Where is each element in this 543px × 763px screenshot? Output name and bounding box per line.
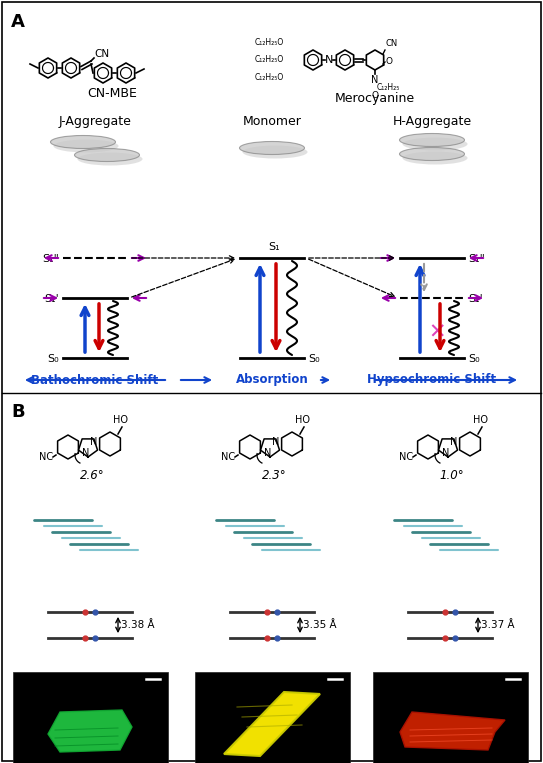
Text: A: A bbox=[11, 13, 25, 31]
Ellipse shape bbox=[50, 136, 116, 149]
Text: 2.3°: 2.3° bbox=[262, 469, 286, 482]
Text: N: N bbox=[443, 448, 450, 458]
Text: N: N bbox=[450, 437, 458, 447]
Bar bbox=[13, 672, 168, 763]
Text: N: N bbox=[272, 437, 280, 447]
Ellipse shape bbox=[54, 140, 118, 153]
Text: J-Aggregate: J-Aggregate bbox=[59, 115, 131, 128]
Text: Bathochromic Shift: Bathochromic Shift bbox=[31, 374, 159, 387]
Text: S₁: S₁ bbox=[268, 242, 280, 252]
Text: NC: NC bbox=[399, 452, 413, 462]
Text: Hypsochromic Shift: Hypsochromic Shift bbox=[368, 374, 496, 387]
Text: CN-MBE: CN-MBE bbox=[87, 87, 137, 100]
Text: 3.37 Å: 3.37 Å bbox=[481, 620, 515, 630]
Text: S₁": S₁" bbox=[42, 254, 59, 264]
Bar bbox=[195, 672, 350, 763]
Text: 3.38 Å: 3.38 Å bbox=[121, 620, 155, 630]
Text: ✕: ✕ bbox=[428, 323, 446, 343]
Text: NC: NC bbox=[39, 452, 53, 462]
Text: B: B bbox=[11, 403, 24, 421]
Text: C₁₂H₂₅O: C₁₂H₂₅O bbox=[255, 73, 284, 82]
Text: O: O bbox=[385, 57, 392, 66]
Ellipse shape bbox=[239, 141, 305, 154]
Ellipse shape bbox=[78, 153, 142, 166]
Text: 2.6°: 2.6° bbox=[80, 469, 104, 482]
Text: CN: CN bbox=[94, 49, 109, 59]
Polygon shape bbox=[48, 710, 132, 752]
Ellipse shape bbox=[243, 146, 307, 159]
Ellipse shape bbox=[74, 149, 140, 162]
Text: 3.35 Å: 3.35 Å bbox=[303, 620, 337, 630]
Polygon shape bbox=[400, 712, 505, 750]
Text: C₁₂H₂₅O: C₁₂H₂₅O bbox=[255, 56, 284, 65]
Ellipse shape bbox=[400, 147, 464, 160]
Text: HO: HO bbox=[113, 415, 129, 425]
Text: C₁₂H₂₅: C₁₂H₂₅ bbox=[377, 83, 400, 92]
Text: S₁': S₁' bbox=[468, 294, 483, 304]
Text: S₀: S₀ bbox=[468, 354, 479, 364]
Text: N: N bbox=[264, 448, 272, 458]
Ellipse shape bbox=[400, 134, 464, 146]
Text: CN: CN bbox=[385, 39, 397, 48]
Text: N: N bbox=[90, 437, 98, 447]
Text: S₁": S₁" bbox=[468, 254, 485, 264]
Text: C₁₂H₂₅O: C₁₂H₂₅O bbox=[255, 38, 284, 47]
Text: NC: NC bbox=[221, 452, 235, 462]
Bar bbox=[373, 672, 528, 763]
Text: Merocyanine: Merocyanine bbox=[335, 92, 415, 105]
Text: H-Aggregate: H-Aggregate bbox=[393, 115, 471, 128]
Text: Absorption: Absorption bbox=[236, 374, 308, 387]
Text: N: N bbox=[371, 75, 378, 85]
Text: S₀: S₀ bbox=[47, 354, 59, 364]
Ellipse shape bbox=[402, 152, 468, 165]
Text: HO: HO bbox=[473, 415, 489, 425]
Text: HO: HO bbox=[295, 415, 311, 425]
Text: S₀: S₀ bbox=[308, 354, 320, 364]
Text: S₁': S₁' bbox=[44, 294, 59, 304]
Ellipse shape bbox=[402, 137, 468, 150]
Text: O: O bbox=[371, 91, 378, 100]
Text: N: N bbox=[325, 55, 333, 65]
Polygon shape bbox=[224, 692, 320, 756]
Text: N: N bbox=[83, 448, 90, 458]
Text: Monomer: Monomer bbox=[243, 115, 301, 128]
Text: 1.0°: 1.0° bbox=[440, 469, 464, 482]
